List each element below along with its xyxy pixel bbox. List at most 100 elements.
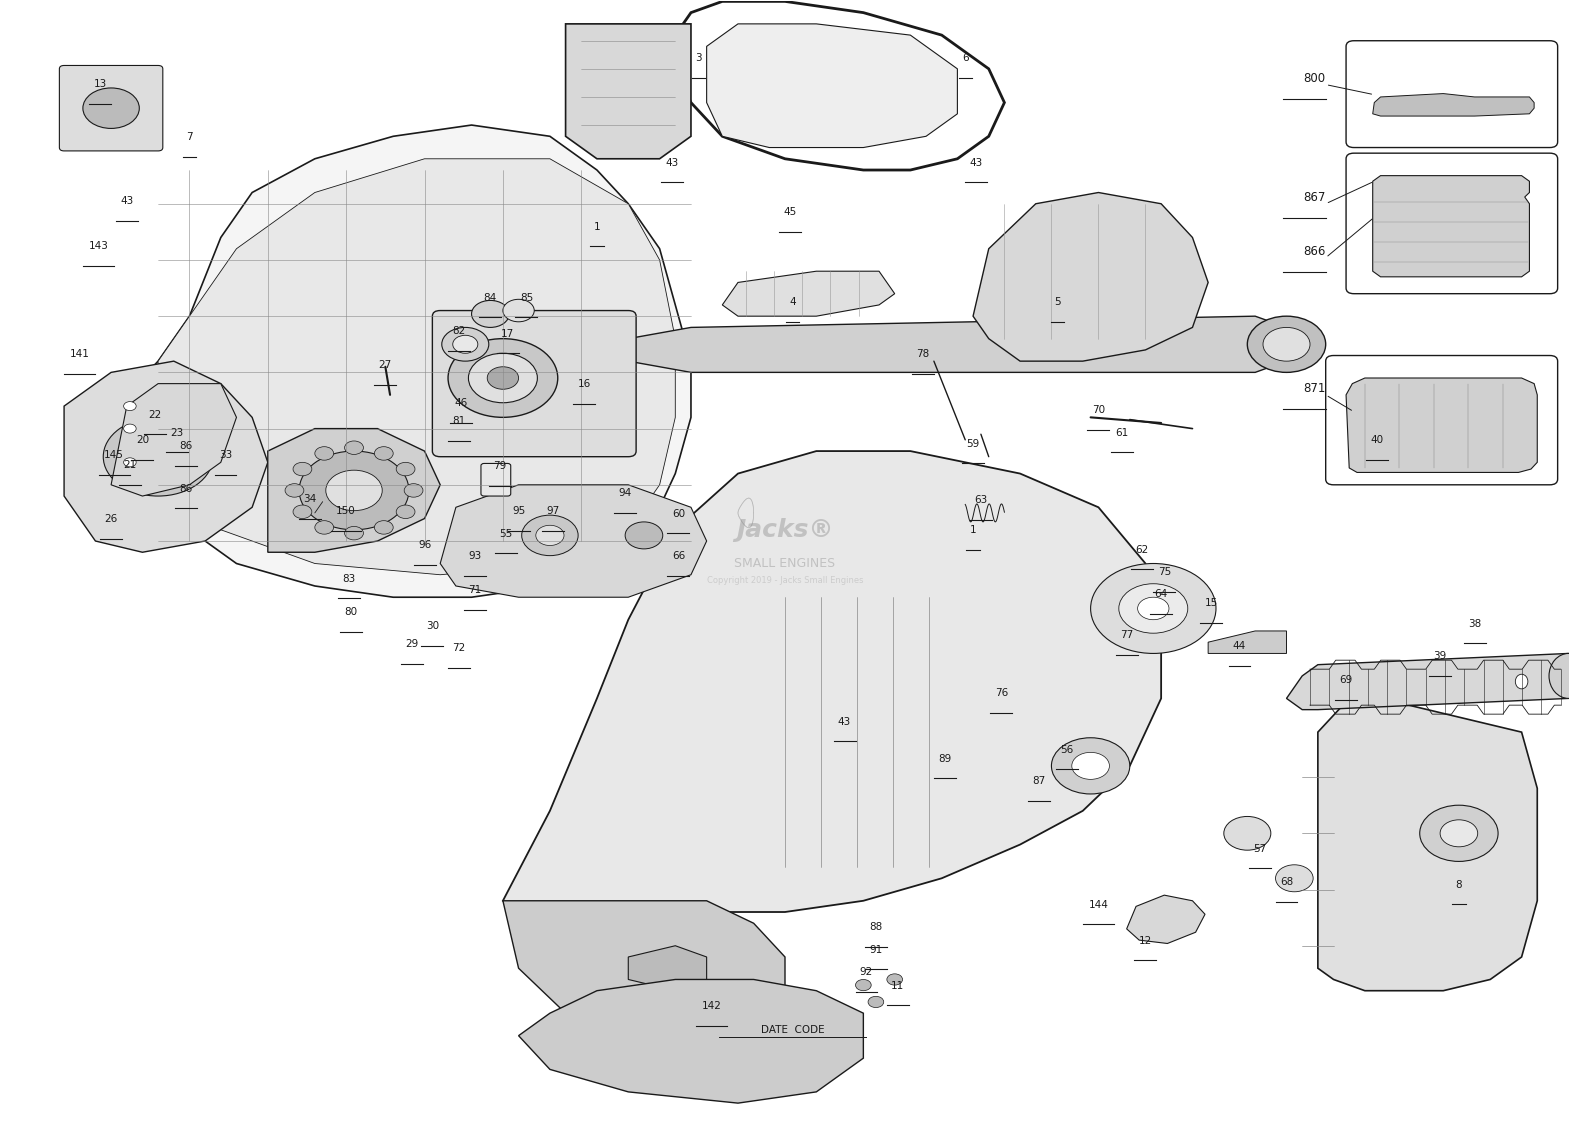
Polygon shape bbox=[502, 900, 785, 1047]
Polygon shape bbox=[1317, 699, 1537, 991]
Circle shape bbox=[124, 458, 137, 467]
Text: 145: 145 bbox=[104, 450, 124, 460]
Text: 87: 87 bbox=[1031, 777, 1046, 787]
Circle shape bbox=[1247, 317, 1325, 372]
Text: 11: 11 bbox=[892, 980, 904, 991]
Text: 96: 96 bbox=[418, 540, 432, 550]
Text: 93: 93 bbox=[468, 551, 482, 561]
Text: 800: 800 bbox=[1303, 72, 1325, 85]
Text: 143: 143 bbox=[88, 241, 108, 251]
Circle shape bbox=[300, 451, 408, 530]
Text: 56: 56 bbox=[1060, 745, 1074, 755]
Text: 15: 15 bbox=[1204, 598, 1218, 609]
Polygon shape bbox=[565, 24, 691, 159]
Circle shape bbox=[403, 483, 422, 497]
Polygon shape bbox=[1345, 378, 1537, 472]
Polygon shape bbox=[973, 193, 1209, 361]
Text: 4: 4 bbox=[790, 298, 796, 308]
Text: Jacks®: Jacks® bbox=[736, 517, 834, 542]
Text: 62: 62 bbox=[1135, 544, 1149, 554]
Text: 22: 22 bbox=[148, 409, 162, 419]
FancyBboxPatch shape bbox=[480, 463, 510, 496]
Text: 86: 86 bbox=[179, 441, 193, 451]
Circle shape bbox=[1225, 816, 1270, 850]
FancyBboxPatch shape bbox=[1345, 153, 1557, 294]
Polygon shape bbox=[628, 946, 706, 991]
Text: 43: 43 bbox=[970, 158, 983, 168]
Text: 39: 39 bbox=[1433, 651, 1446, 662]
Text: 64: 64 bbox=[1154, 589, 1168, 600]
Text: 20: 20 bbox=[137, 435, 149, 445]
FancyBboxPatch shape bbox=[432, 311, 636, 456]
Circle shape bbox=[124, 401, 137, 410]
Text: 59: 59 bbox=[967, 438, 980, 449]
Circle shape bbox=[468, 353, 537, 402]
Polygon shape bbox=[502, 451, 1162, 912]
Text: 21: 21 bbox=[124, 460, 137, 470]
Circle shape bbox=[374, 446, 392, 460]
Circle shape bbox=[294, 505, 312, 518]
Circle shape bbox=[124, 424, 137, 433]
Polygon shape bbox=[706, 24, 958, 148]
Polygon shape bbox=[1127, 895, 1206, 943]
Text: 88: 88 bbox=[870, 922, 882, 932]
Text: 1: 1 bbox=[970, 525, 977, 535]
Text: 83: 83 bbox=[342, 574, 356, 584]
Text: 80: 80 bbox=[344, 607, 358, 618]
Circle shape bbox=[487, 366, 518, 389]
Circle shape bbox=[521, 515, 578, 556]
Text: 40: 40 bbox=[1371, 435, 1385, 445]
Text: 97: 97 bbox=[546, 506, 559, 516]
Text: 867: 867 bbox=[1303, 190, 1325, 204]
Polygon shape bbox=[1372, 176, 1529, 277]
Text: 12: 12 bbox=[1138, 935, 1152, 946]
Circle shape bbox=[327, 470, 382, 511]
Circle shape bbox=[127, 434, 190, 479]
Polygon shape bbox=[1286, 654, 1568, 710]
Text: 23: 23 bbox=[170, 427, 184, 437]
Text: 61: 61 bbox=[1115, 427, 1129, 437]
Text: 94: 94 bbox=[619, 488, 631, 498]
Text: 866: 866 bbox=[1303, 245, 1325, 258]
FancyBboxPatch shape bbox=[60, 65, 163, 151]
Text: 29: 29 bbox=[405, 639, 419, 649]
Text: 75: 75 bbox=[1157, 567, 1171, 577]
Text: 86: 86 bbox=[179, 483, 193, 494]
Text: 7: 7 bbox=[187, 132, 193, 142]
Text: 34: 34 bbox=[303, 494, 317, 504]
Text: 95: 95 bbox=[512, 506, 526, 516]
Circle shape bbox=[1440, 819, 1477, 846]
Text: 3: 3 bbox=[696, 53, 702, 63]
Text: SMALL ENGINES: SMALL ENGINES bbox=[735, 557, 835, 570]
Text: 8: 8 bbox=[1455, 879, 1462, 889]
Circle shape bbox=[396, 462, 414, 476]
Text: 44: 44 bbox=[1232, 641, 1247, 651]
Polygon shape bbox=[722, 272, 895, 317]
Circle shape bbox=[452, 336, 477, 353]
Circle shape bbox=[344, 526, 363, 540]
Circle shape bbox=[1419, 805, 1498, 861]
Circle shape bbox=[856, 979, 871, 991]
Text: 43: 43 bbox=[121, 196, 133, 206]
Text: 79: 79 bbox=[493, 461, 507, 471]
Circle shape bbox=[104, 417, 214, 496]
Polygon shape bbox=[1209, 631, 1286, 654]
FancyBboxPatch shape bbox=[1325, 355, 1557, 485]
Text: 71: 71 bbox=[468, 585, 482, 595]
Circle shape bbox=[868, 996, 884, 1008]
Text: DATE  CODE: DATE CODE bbox=[761, 1026, 824, 1035]
Circle shape bbox=[374, 521, 392, 534]
Polygon shape bbox=[628, 317, 1286, 372]
Text: 89: 89 bbox=[939, 754, 951, 764]
Polygon shape bbox=[127, 125, 691, 597]
Text: 46: 46 bbox=[454, 398, 468, 408]
Text: 43: 43 bbox=[838, 717, 851, 727]
Circle shape bbox=[1262, 328, 1309, 361]
Text: 81: 81 bbox=[452, 416, 466, 426]
Text: 70: 70 bbox=[1091, 405, 1105, 415]
Text: 60: 60 bbox=[672, 508, 685, 518]
Text: 13: 13 bbox=[94, 79, 107, 89]
Circle shape bbox=[1072, 753, 1110, 780]
Circle shape bbox=[1091, 564, 1217, 654]
Text: 55: 55 bbox=[499, 529, 513, 539]
